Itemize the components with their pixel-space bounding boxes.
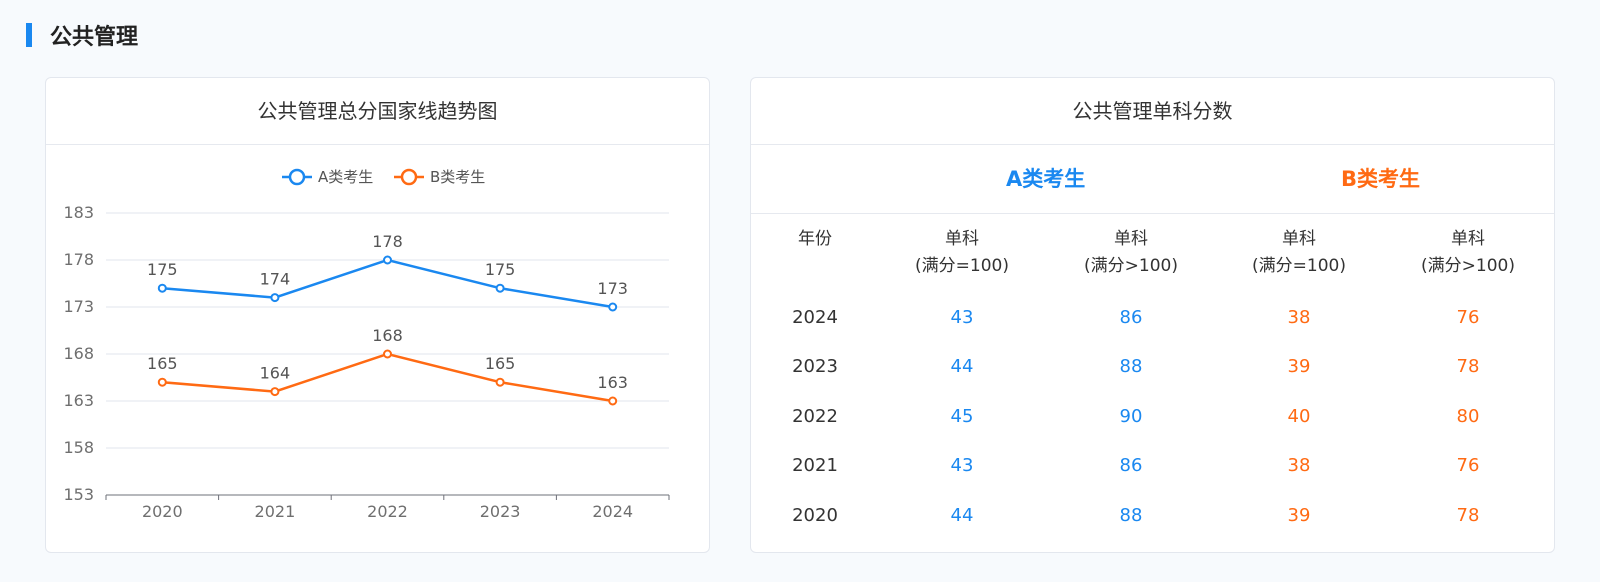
score-cell: 39 bbox=[1287, 356, 1311, 377]
trend-line-chart: 153 158 163 168 173 178 183 2020 2021 2022 2023 202… bbox=[63, 168, 670, 521]
year-cell: 2020 bbox=[792, 505, 838, 526]
column-header-subtitle: (满分=100) bbox=[1252, 256, 1346, 276]
column-header-subtitle: (满分>100) bbox=[1421, 256, 1515, 276]
chart-card-title: 公共管理总分国家线趋势图 bbox=[46, 78, 709, 145]
section-header: 公共管理 bbox=[26, 20, 138, 50]
x-tick-label: 2023 bbox=[480, 502, 521, 521]
score-cell: 44 bbox=[950, 505, 974, 526]
year-cell: 2023 bbox=[792, 356, 838, 377]
score-cell: 86 bbox=[1119, 455, 1143, 476]
x-tick-label: 2022 bbox=[367, 502, 408, 521]
data-label: 164 bbox=[260, 364, 291, 383]
group-header-row: A类考生 B类考生 bbox=[751, 145, 1554, 214]
data-point bbox=[383, 255, 392, 265]
data-label: 175 bbox=[147, 260, 178, 279]
data-label: 168 bbox=[372, 326, 403, 345]
data-point bbox=[157, 283, 167, 293]
year-cell: 2021 bbox=[792, 455, 838, 476]
data-point bbox=[383, 349, 392, 359]
group-a-label: A类考生 bbox=[1006, 167, 1086, 191]
score-cell: 43 bbox=[950, 455, 974, 476]
score-cell: 43 bbox=[950, 307, 974, 328]
data-point bbox=[495, 283, 505, 293]
score-cell: 38 bbox=[1287, 307, 1311, 328]
x-tick-label: 2021 bbox=[255, 502, 296, 521]
column-header-title: 单科 bbox=[1451, 229, 1485, 249]
score-cell: 88 bbox=[1119, 356, 1143, 377]
column-header-title: 单科 bbox=[1282, 229, 1316, 249]
data-label: 173 bbox=[597, 279, 628, 298]
column-header: 年份 bbox=[751, 226, 890, 253]
x-tick-label: 2024 bbox=[592, 502, 633, 521]
group-b-label: B类考生 bbox=[1341, 167, 1421, 191]
score-cell: 88 bbox=[1119, 505, 1143, 526]
score-cell: 76 bbox=[1456, 307, 1480, 328]
data-point bbox=[157, 377, 167, 387]
y-tick-label: 163 bbox=[63, 391, 94, 410]
legend-label: A类考生 bbox=[318, 168, 373, 186]
column-header: 单科 (满分>100) bbox=[1393, 226, 1543, 280]
section-accent-bar bbox=[26, 23, 32, 47]
score-cell: 78 bbox=[1456, 356, 1480, 377]
legend-label: B类考生 bbox=[430, 168, 485, 186]
data-point bbox=[270, 387, 280, 397]
table-card-title: 公共管理单科分数 bbox=[751, 78, 1554, 145]
data-point bbox=[608, 302, 618, 312]
score-cell: 38 bbox=[1287, 455, 1311, 476]
x-tick-label: 2020 bbox=[142, 502, 183, 521]
column-header: 单科 (满分=100) bbox=[887, 226, 1037, 280]
score-cell: 78 bbox=[1456, 505, 1480, 526]
data-label: 178 bbox=[372, 232, 403, 251]
y-tick-label: 158 bbox=[63, 438, 94, 457]
y-tick-label: 183 bbox=[63, 203, 94, 222]
score-cell: 90 bbox=[1119, 406, 1143, 427]
column-header-subtitle: (满分=100) bbox=[915, 256, 1009, 276]
year-cell: 2022 bbox=[792, 406, 838, 427]
column-header: 单科 (满分>100) bbox=[1056, 226, 1206, 280]
column-header-title: 单科 bbox=[1114, 229, 1148, 249]
column-header-subtitle: (满分>100) bbox=[1084, 256, 1178, 276]
data-point bbox=[270, 293, 280, 303]
trend-chart-card: 公共管理总分国家线趋势图 153 158 163 168 173 178 183 2020 20… bbox=[45, 77, 710, 553]
column-header-title: 年份 bbox=[798, 229, 832, 249]
series-line-b bbox=[162, 352, 613, 403]
score-cell: 76 bbox=[1456, 455, 1480, 476]
series-line-a bbox=[162, 258, 613, 309]
legend-marker bbox=[288, 168, 306, 186]
score-cell: 39 bbox=[1287, 505, 1311, 526]
single-subject-card: 公共管理单科分数 A类考生 B类考生 年份 单科 (满分=100) 单科 (满分>100… bbox=[750, 77, 1555, 553]
y-tick-label: 173 bbox=[63, 297, 94, 316]
score-cell: 80 bbox=[1456, 406, 1480, 427]
data-label: 165 bbox=[485, 354, 516, 373]
score-cell: 86 bbox=[1119, 307, 1143, 328]
score-cell: 45 bbox=[950, 406, 974, 427]
data-label: 163 bbox=[597, 373, 628, 392]
score-cell: 44 bbox=[950, 356, 974, 377]
data-label: 175 bbox=[485, 260, 516, 279]
y-tick-label: 168 bbox=[63, 344, 94, 363]
year-cell: 2024 bbox=[792, 307, 838, 328]
column-header-title: 单科 bbox=[945, 229, 979, 249]
data-label: 165 bbox=[147, 354, 178, 373]
data-point bbox=[608, 396, 618, 406]
score-cell: 40 bbox=[1287, 406, 1311, 427]
section-title: 公共管理 bbox=[50, 25, 139, 50]
legend-marker bbox=[400, 168, 418, 186]
data-label: 174 bbox=[260, 270, 291, 289]
column-header: 单科 (满分=100) bbox=[1224, 226, 1374, 280]
y-tick-label: 153 bbox=[63, 485, 94, 504]
y-tick-label: 178 bbox=[63, 250, 94, 269]
data-point bbox=[495, 377, 505, 387]
